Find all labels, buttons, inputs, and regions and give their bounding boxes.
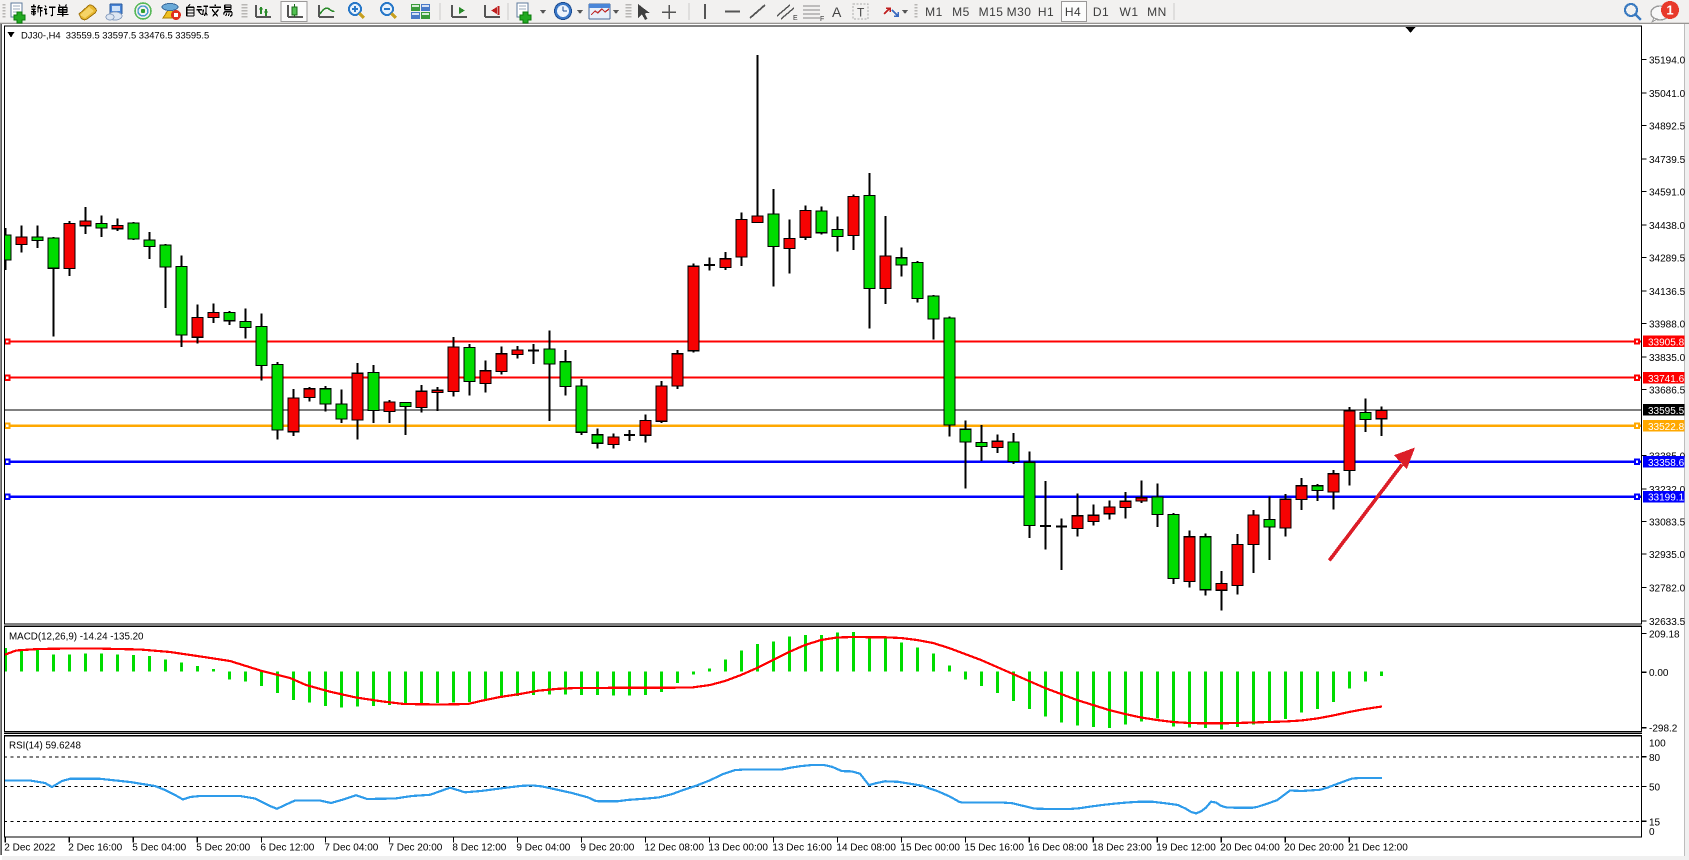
svg-text:34289.5: 34289.5: [1649, 254, 1686, 265]
svg-text:MACD(12,26,9) -14.24 -135.20: MACD(12,26,9) -14.24 -135.20: [9, 632, 144, 643]
svg-text:-298.2: -298.2: [1649, 724, 1678, 735]
svg-text:15 Dec 16:00: 15 Dec 16:00: [964, 843, 1024, 854]
svg-text:209.18: 209.18: [1649, 629, 1680, 640]
svg-text:9 Dec 20:00: 9 Dec 20:00: [580, 843, 634, 854]
svg-text:50: 50: [1649, 783, 1661, 794]
svg-text:5 Dec 20:00: 5 Dec 20:00: [196, 843, 250, 854]
svg-text:33595.5: 33595.5: [1648, 406, 1685, 417]
svg-text:2 Dec 16:00: 2 Dec 16:00: [68, 843, 122, 854]
svg-text:W1: W1: [1120, 5, 1139, 19]
svg-text:MN: MN: [1147, 5, 1167, 19]
svg-text:33905.8: 33905.8: [1648, 337, 1685, 348]
svg-text:7 Dec 04:00: 7 Dec 04:00: [324, 843, 378, 854]
svg-text:F: F: [820, 16, 824, 23]
svg-text:33522.8: 33522.8: [1648, 422, 1685, 433]
svg-text:100: 100: [1649, 739, 1666, 750]
svg-text:7 Dec 20:00: 7 Dec 20:00: [388, 843, 442, 854]
svg-text:8 Dec 12:00: 8 Dec 12:00: [452, 843, 506, 854]
svg-text:19 Dec 12:00: 19 Dec 12:00: [1156, 843, 1216, 854]
svg-text:M5: M5: [952, 5, 970, 19]
svg-text:80: 80: [1649, 753, 1661, 764]
svg-text:0: 0: [1649, 827, 1655, 838]
svg-text:D1: D1: [1093, 5, 1109, 19]
svg-text:33358.6: 33358.6: [1648, 458, 1685, 469]
svg-text:H4: H4: [1065, 5, 1081, 19]
svg-text:34136.5: 34136.5: [1649, 287, 1686, 298]
svg-text:1: 1: [1666, 3, 1673, 18]
svg-text:21 Dec 12:00: 21 Dec 12:00: [1348, 843, 1408, 854]
svg-text:34892.5: 34892.5: [1649, 122, 1686, 133]
svg-text:33083.5: 33083.5: [1649, 518, 1686, 529]
svg-text:33232.0: 33232.0: [1649, 485, 1686, 496]
svg-text:H1: H1: [1038, 5, 1054, 19]
svg-text:RSI(14) 59.6248: RSI(14) 59.6248: [9, 741, 81, 752]
svg-text:14 Dec 08:00: 14 Dec 08:00: [836, 843, 896, 854]
svg-text:6 Dec 12:00: 6 Dec 12:00: [260, 843, 314, 854]
svg-text:0.00: 0.00: [1649, 668, 1669, 679]
svg-text:34438.0: 34438.0: [1649, 221, 1686, 232]
svg-text:33741.6: 33741.6: [1648, 374, 1685, 385]
svg-text:DJ30-,H4 33559.5 33597.5 3347: DJ30-,H4 33559.5 33597.5 33476.5 33595.5: [21, 30, 209, 41]
svg-text:M30: M30: [1007, 5, 1032, 19]
svg-text:33199.1: 33199.1: [1648, 493, 1685, 504]
svg-text:15 Dec 00:00: 15 Dec 00:00: [900, 843, 960, 854]
svg-text:T: T: [857, 6, 865, 20]
svg-text:32935.0: 32935.0: [1649, 550, 1686, 561]
svg-text:20 Dec 04:00: 20 Dec 04:00: [1220, 843, 1280, 854]
svg-text:33835.0: 33835.0: [1649, 353, 1686, 364]
svg-text:E: E: [793, 15, 798, 22]
svg-text:5 Dec 04:00: 5 Dec 04:00: [132, 843, 186, 854]
svg-text:15: 15: [1649, 817, 1661, 828]
svg-text:M15: M15: [979, 5, 1004, 19]
svg-text:9 Dec 04:00: 9 Dec 04:00: [516, 843, 570, 854]
svg-text:34739.5: 34739.5: [1649, 155, 1686, 166]
svg-text:35194.0: 35194.0: [1649, 56, 1686, 67]
svg-text:20 Dec 20:00: 20 Dec 20:00: [1284, 843, 1344, 854]
svg-text:13 Dec 00:00: 13 Dec 00:00: [708, 843, 768, 854]
svg-text:12 Dec 08:00: 12 Dec 08:00: [644, 843, 704, 854]
svg-text:32782.0: 32782.0: [1649, 584, 1686, 595]
svg-text:34591.0: 34591.0: [1649, 188, 1686, 199]
svg-text:33988.0: 33988.0: [1649, 320, 1686, 331]
svg-text:2 Dec 2022: 2 Dec 2022: [4, 843, 56, 854]
svg-text:13 Dec 16:00: 13 Dec 16:00: [772, 843, 832, 854]
svg-text:32633.5: 32633.5: [1649, 617, 1686, 628]
svg-text:35041.0: 35041.0: [1649, 89, 1686, 100]
svg-text:A: A: [832, 4, 842, 20]
svg-text:16 Dec 08:00: 16 Dec 08:00: [1028, 843, 1088, 854]
svg-text:33686.5: 33686.5: [1649, 386, 1686, 397]
svg-text:18 Dec 23:00: 18 Dec 23:00: [1092, 843, 1152, 854]
svg-text:M1: M1: [925, 5, 943, 19]
